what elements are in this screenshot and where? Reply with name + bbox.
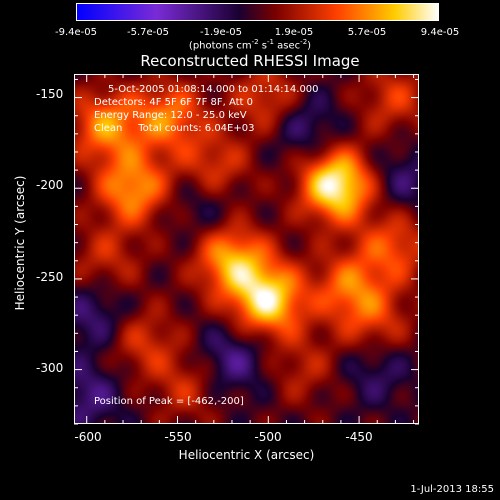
y-tick-label: -300 <box>36 361 64 375</box>
x-axis-label: Heliocentric X (arcsec) <box>178 448 315 462</box>
chart-title: Reconstructed RHESSI Image <box>140 52 360 70</box>
x-tick-label: -600 <box>74 430 102 444</box>
y-tick-label: -150 <box>36 87 64 101</box>
colorbar-tick: -1.9e-05 <box>200 27 242 38</box>
heatmap-image <box>75 75 418 423</box>
x-tick-label: -550 <box>164 430 192 444</box>
colorbar-tick: 9.4e-05 <box>420 27 460 38</box>
footer-timestamp: 1-Jul-2013 18:55 <box>410 484 494 495</box>
colorbar-tick: -9.4e-05 <box>55 27 97 38</box>
colorbar <box>76 3 439 21</box>
colorbar-tick: -5.7e-05 <box>127 27 169 38</box>
annotation-time: 5-Oct-2005 01:08:14.000 to 01:14:14.000 <box>108 84 319 95</box>
annotation-clean: Clean Total counts: 6.04E+03 <box>94 123 255 134</box>
colorbar-tick: 5.7e-05 <box>347 27 387 38</box>
x-tick-label: -450 <box>345 430 373 444</box>
annotation-detectors: Detectors: 4F 5F 6F 7F 8F, Att 0 <box>94 97 254 108</box>
plot-frame <box>74 74 419 424</box>
colorbar-tick: 1.9e-05 <box>274 27 314 38</box>
x-tick-label: -500 <box>254 430 282 444</box>
y-tick-label: -200 <box>36 178 64 192</box>
y-axis-label: Heliocentric Y (arcsec) <box>13 175 27 311</box>
y-tick-label: -250 <box>36 270 64 284</box>
colorbar-label: (photons cm-2 s-1 asec-2) <box>188 38 312 52</box>
annotation-energy: Energy Range: 12.0 - 25.0 keV <box>94 110 247 121</box>
peak-position-label: Position of Peak = [-462,-200] <box>94 396 244 407</box>
